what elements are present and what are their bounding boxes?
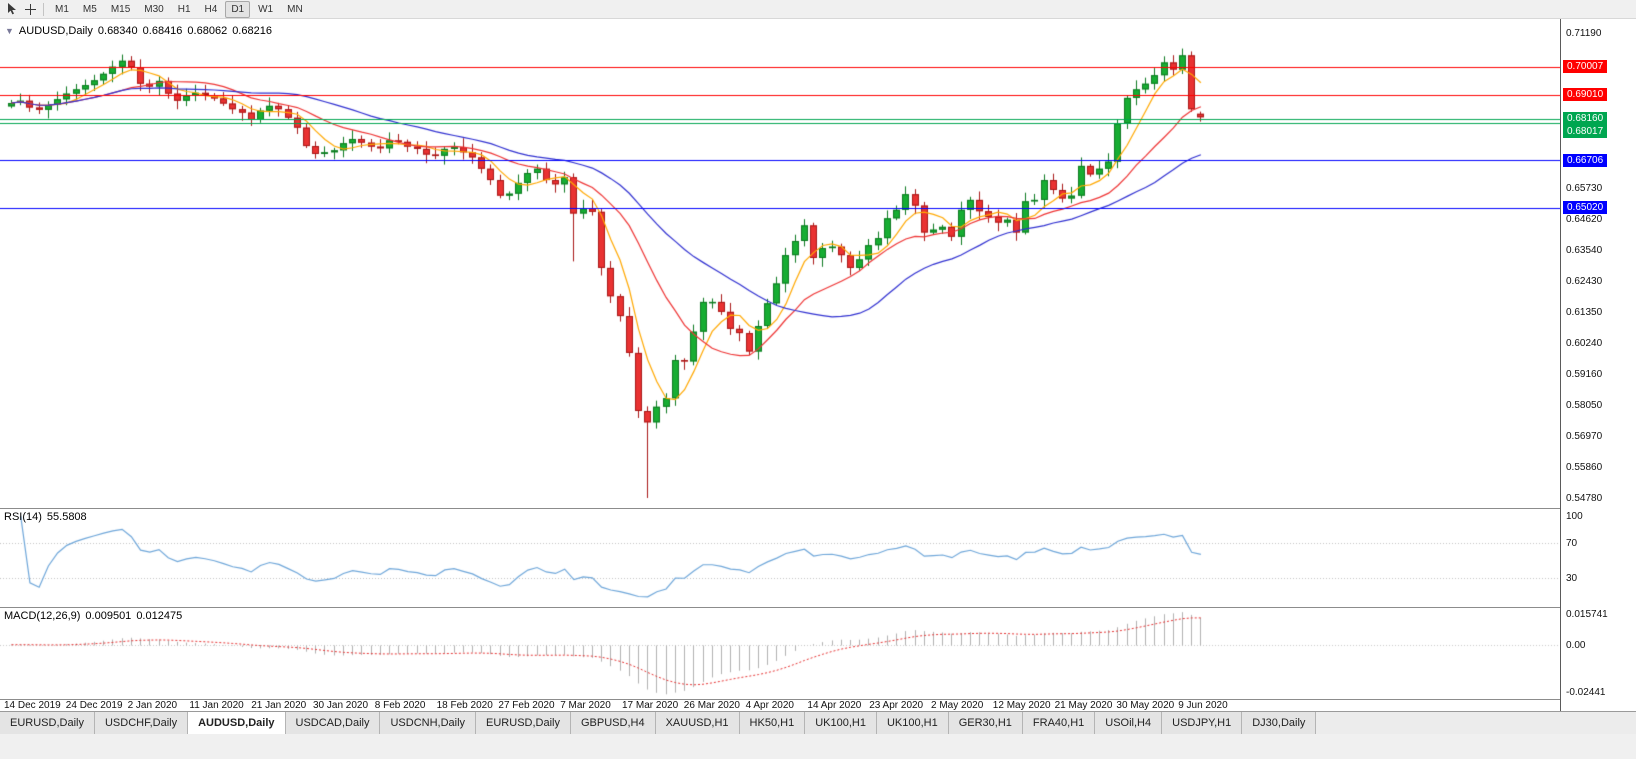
ohlc-high: 0.68416 [142, 25, 183, 37]
price-line-badge: 0.68160 [1563, 112, 1608, 126]
pointer-icon[interactable] [3, 2, 21, 17]
price-tick-label: 0.65730 [1566, 182, 1603, 194]
ohlc-open: 0.68340 [97, 25, 138, 37]
date-label: 21 Jan 2020 [251, 700, 307, 711]
price-tick-label: 0.64620 [1566, 214, 1603, 226]
price-line-badge: 0.70007 [1563, 60, 1608, 74]
date-label: 2 May 2020 [931, 700, 984, 711]
date-label: 12 May 2020 [992, 700, 1051, 711]
chart-tabs-bar: EURUSD,Daily USDCHF,Daily AUDUSD,Daily USDC… [0, 711, 1636, 734]
timeframe-button-m1[interactable]: M1 [55, 3, 69, 15]
chart-tab-fra40-h1[interactable]: FRA40,H1 [1022, 712, 1096, 734]
date-label: 24 Dec 2019 [65, 700, 123, 711]
chart-tab-ger30-h1[interactable]: GER30,H1 [948, 712, 1023, 734]
chart-tab-usdjpy-h1[interactable]: USDJPY,H1 [1162, 712, 1243, 734]
price-tick-label: 0.71190 [1566, 28, 1602, 39]
price-tick-label: 0.56970 [1566, 430, 1603, 442]
pane-separator-rsi[interactable] [0, 508, 1636, 509]
price-line-badge: 0.68017 [1563, 125, 1608, 139]
chart-symbol-header: ▼ AUDUSD,Daily 0.68340 0.68416 0.68062 0.6821… [5, 25, 277, 37]
macd-main-value: 0.009501 [85, 610, 132, 622]
timeframe-button-d1[interactable]: D1 [225, 0, 251, 18]
timeframe-button-m5[interactable]: M5 [82, 3, 97, 15]
date-label: 14 Dec 2019 [4, 700, 61, 711]
timeframe-button-h1[interactable]: H1 [177, 3, 191, 15]
price-tick-label: 0.59160 [1566, 368, 1603, 380]
chart-tab-xauusd-h1[interactable]: XAUUSD,H1 [655, 712, 740, 734]
top-toolbar: M1 M5 M15 M30 H1 H4 D1 W1 MN [0, 0, 1636, 19]
date-label: 30 Jan 2020 [313, 700, 369, 711]
rsi-axis-label: 70 [1566, 537, 1578, 549]
price-tick-label: 0.60240 [1566, 338, 1603, 350]
date-label: 26 Mar 2020 [683, 700, 740, 711]
macd-signal-value: 0.012475 [136, 610, 183, 622]
price-tick-label: 0.61350 [1566, 306, 1603, 318]
timeframe-button-m15[interactable]: M15 [110, 3, 131, 15]
chart-tab-audusd-daily[interactable]: AUDUSD,Daily [188, 712, 286, 734]
chart-shift-icon: ▼ [5, 26, 14, 36]
chart-tab-hk50-h1[interactable]: HK50,H1 [739, 712, 806, 734]
rsi-name: RSI(14) [4, 511, 42, 523]
price-axis[interactable]: 0.71190 0.65730 0.64620 0.63540 0.62430 0.613… [1560, 19, 1636, 711]
date-label: 2 Jan 2020 [127, 700, 178, 711]
price-line-badge: 0.66706 [1563, 153, 1608, 167]
price-chart-canvas[interactable] [0, 19, 1560, 711]
time-axis-separator [0, 699, 1636, 700]
ohlc-close: 0.68216 [232, 25, 272, 37]
tabbar-empty-space [1316, 712, 1636, 734]
chart-tab-usdcnh-daily[interactable]: USDCNH,Daily [380, 712, 477, 734]
date-label: 8 Feb 2020 [374, 700, 426, 711]
chart-tab-uk100-h1[interactable]: UK100,H1 [805, 712, 877, 734]
chart-symbol-label: AUDUSD,Daily [18, 25, 93, 37]
price-tick-label: 0.55860 [1566, 462, 1603, 474]
rsi-header: RSI(14) 55.5808 [4, 511, 92, 523]
date-label: 17 Mar 2020 [622, 700, 679, 711]
macd-axis-label: 0.015741 [1566, 609, 1608, 620]
price-tick-label: 0.63540 [1566, 244, 1603, 256]
toolbar-separator [43, 2, 44, 16]
time-axis[interactable]: 14 Dec 2019 24 Dec 2019 2 Jan 2020 11 Jan 2… [0, 699, 1560, 711]
chart-tab-gbpusd-h4[interactable]: GBPUSD,H4 [571, 712, 656, 734]
timeframe-button-w1[interactable]: W1 [258, 3, 274, 15]
timeframe-button-h4[interactable]: H4 [204, 3, 218, 15]
chart-tab-eurusd-daily[interactable]: EURUSD,Daily [0, 712, 95, 734]
date-label: 11 Jan 2020 [189, 700, 244, 711]
status-strip [0, 734, 1636, 759]
chart-window: ▼ AUDUSD,Daily 0.68340 0.68416 0.68062 0.6821… [0, 19, 1636, 711]
chart-tab-usdcad-daily[interactable]: USDCAD,Daily [285, 712, 381, 734]
date-label: 21 May 2020 [1054, 700, 1113, 711]
chart-tab-uk100-h1[interactable]: UK100,H1 [876, 712, 949, 734]
pane-separator-macd[interactable] [0, 607, 1636, 608]
date-label: 4 Apr 2020 [745, 700, 794, 711]
chart-tab-dj30-daily[interactable]: DJ30,Daily [1242, 712, 1317, 734]
rsi-axis-label: 30 [1566, 573, 1578, 585]
date-label: 18 Feb 2020 [436, 700, 493, 711]
price-line-badge: 0.65020 [1563, 201, 1608, 215]
date-label: 9 Jun 2020 [1178, 700, 1228, 711]
chart-tab-usdchf-daily[interactable]: USDCHF,Daily [94, 712, 189, 734]
macd-name: MACD(12,26,9) [4, 610, 81, 622]
date-label: 27 Feb 2020 [498, 700, 555, 711]
date-label: 23 Apr 2020 [869, 700, 924, 711]
chart-tab-eurusd-daily[interactable]: EURUSD,Daily [476, 712, 571, 734]
price-tick-label: 0.54780 [1566, 493, 1603, 504]
chart-tab-usoil-h4[interactable]: USOil,H4 [1095, 712, 1163, 734]
timeframe-button-m30[interactable]: M30 [144, 3, 164, 15]
date-label: 14 Apr 2020 [807, 700, 862, 711]
rsi-value: 55.5808 [46, 511, 87, 523]
date-label: 30 May 2020 [1116, 700, 1175, 711]
price-line-badge: 0.69010 [1563, 88, 1608, 102]
timeframe-button-mn[interactable]: MN [287, 3, 303, 15]
rsi-axis-label: 100 [1566, 511, 1583, 522]
price-tick-label: 0.58050 [1566, 400, 1603, 412]
macd-axis-label: -0.02441 [1566, 687, 1606, 698]
timeframe-buttons: M1 M5 M15 M30 H1 H4 D1 W1 MN [48, 0, 310, 18]
date-label: 7 Mar 2020 [560, 700, 611, 711]
ohlc-low: 0.68062 [187, 25, 228, 37]
macd-axis-label: 0.00 [1566, 639, 1586, 651]
crosshair-icon[interactable] [21, 2, 39, 17]
price-tick-label: 0.62430 [1566, 276, 1603, 288]
macd-header: MACD(12,26,9) 0.009501 0.012475 [4, 610, 187, 622]
